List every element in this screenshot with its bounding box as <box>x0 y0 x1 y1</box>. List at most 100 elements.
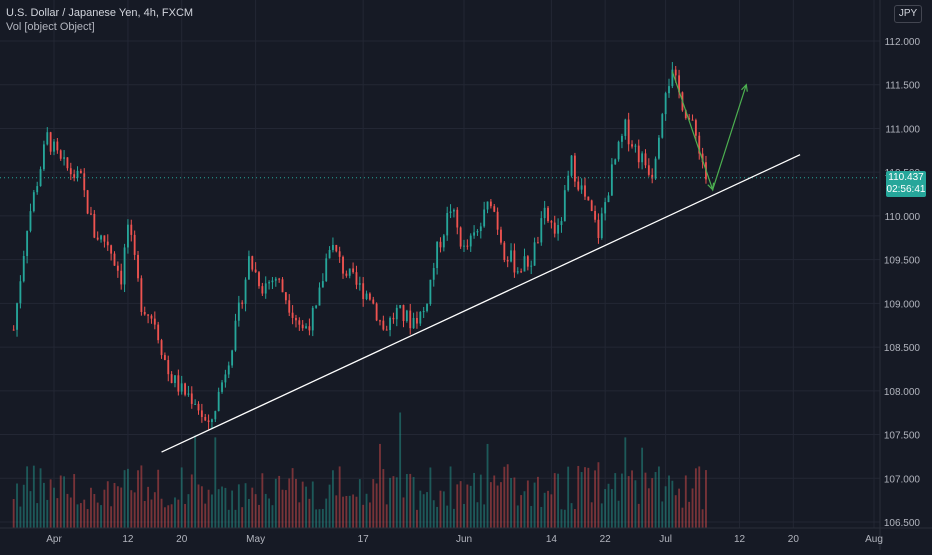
x-tick-label[interactable]: 20 <box>788 534 800 545</box>
x-tick-label[interactable]: Jul <box>659 534 672 545</box>
candle-body <box>684 110 687 119</box>
x-tick-label[interactable]: May <box>246 534 265 545</box>
candle <box>200 403 203 423</box>
candle-body <box>543 207 546 219</box>
x-tick-label[interactable]: 12 <box>122 534 134 545</box>
candle-body <box>500 229 502 243</box>
volume-bar <box>100 505 102 528</box>
currency-button[interactable]: JPY <box>894 5 922 23</box>
volume-bar <box>352 494 355 528</box>
candle <box>436 241 439 275</box>
candle-body <box>409 310 412 329</box>
x-axis[interactable]: Apr 12 20 May 17 Jun 14 22 Jul 12 20 Aug <box>0 527 932 545</box>
drawings[interactable] <box>161 71 801 453</box>
candle <box>577 176 580 192</box>
candle <box>395 304 398 327</box>
candle-body <box>177 375 180 392</box>
candle <box>342 255 344 279</box>
candle-body <box>426 304 428 312</box>
candle <box>211 418 213 430</box>
candle-body <box>389 317 391 331</box>
volume-bar <box>258 504 260 528</box>
x-tick-label[interactable]: 12 <box>734 534 746 545</box>
candle <box>526 255 529 271</box>
candle-body <box>49 132 52 152</box>
volume-bar <box>610 489 613 528</box>
x-tick-label[interactable]: Jun <box>456 534 472 545</box>
candle <box>365 290 368 301</box>
candle-body <box>637 145 640 163</box>
candle-body <box>96 237 99 240</box>
candle <box>103 235 106 248</box>
candle <box>180 375 183 395</box>
y-tick-label[interactable]: 107.500 <box>884 431 921 442</box>
y-axis[interactable]: 112.000111.500111.000110.500110.000109.5… <box>879 0 921 550</box>
y-tick-label[interactable]: 108.500 <box>884 343 921 354</box>
volume-bar <box>338 466 341 528</box>
volume-bar <box>63 476 66 528</box>
candle <box>204 413 207 422</box>
candle-body <box>510 250 512 262</box>
candle-body <box>311 307 314 331</box>
candle-body <box>197 403 200 411</box>
candle-body <box>184 383 186 395</box>
candle <box>352 262 355 274</box>
candle <box>163 352 166 361</box>
volume-bar <box>147 486 150 528</box>
y-tick-label[interactable]: 111.500 <box>885 81 920 92</box>
candle <box>53 139 55 156</box>
volume-bar <box>36 503 39 528</box>
candle-body <box>429 279 432 305</box>
volume-bar <box>506 464 509 528</box>
volume-bar <box>617 500 620 528</box>
x-tick-label[interactable]: 14 <box>546 534 558 545</box>
candle <box>254 262 257 273</box>
volume-bar <box>345 495 348 528</box>
y-tick-label[interactable]: 108.000 <box>884 387 921 398</box>
y-tick-label[interactable]: 112.000 <box>885 37 921 48</box>
candle <box>26 230 29 264</box>
y-tick-label[interactable]: 111.000 <box>885 124 920 135</box>
x-tick-label[interactable]: Apr <box>46 534 62 545</box>
volume-bar <box>308 498 311 528</box>
volume-bar <box>516 505 519 528</box>
x-tick-label[interactable]: 20 <box>176 534 188 545</box>
x-tick-label[interactable]: 17 <box>358 534 370 545</box>
candle-body <box>335 244 338 252</box>
candle-body <box>22 255 25 282</box>
volume-bar <box>654 472 657 528</box>
volume-bar <box>288 478 291 528</box>
candle-body <box>533 242 536 266</box>
candle <box>174 375 176 388</box>
candle <box>456 207 459 235</box>
candle-body <box>678 75 681 93</box>
candle <box>573 152 576 188</box>
candle <box>167 355 170 382</box>
y-tick-label[interactable]: 106.500 <box>884 518 921 529</box>
volume-bar <box>325 498 328 528</box>
volume-bar <box>190 474 193 528</box>
x-tick-label[interactable]: Aug <box>865 534 883 545</box>
candle <box>224 369 227 388</box>
trendline[interactable] <box>161 154 801 453</box>
y-tick-label[interactable]: 109.000 <box>884 299 921 310</box>
y-tick-label[interactable]: 107.000 <box>884 474 921 485</box>
candle <box>39 166 42 187</box>
x-tick-label[interactable]: 22 <box>600 534 612 545</box>
candle <box>217 387 220 412</box>
candle <box>483 201 486 228</box>
volume-bar <box>674 495 677 528</box>
candle-body <box>362 283 365 300</box>
candle <box>584 177 586 200</box>
candle-body <box>573 155 576 182</box>
candle-body <box>674 69 677 76</box>
y-tick-label[interactable]: 110.000 <box>885 212 921 223</box>
volume-bar <box>358 479 361 528</box>
candle <box>691 114 694 121</box>
candle-body <box>372 299 375 304</box>
y-tick-label[interactable]: 109.500 <box>884 256 921 267</box>
volume-bar <box>140 465 143 528</box>
volume-bar <box>227 509 230 528</box>
